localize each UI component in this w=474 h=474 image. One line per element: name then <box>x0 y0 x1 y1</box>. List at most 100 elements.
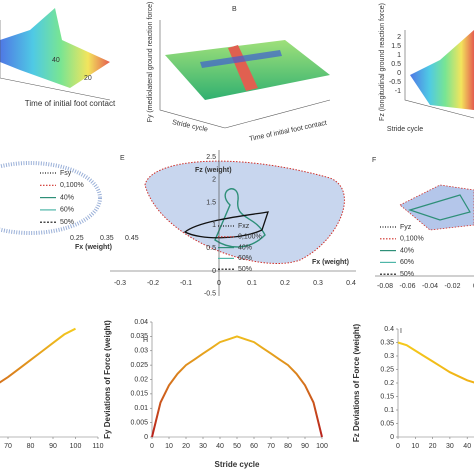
axes <box>404 30 474 119</box>
y-tick-label: 0.015 <box>130 391 148 398</box>
legend-label: 60% <box>238 255 252 262</box>
legend-label: 40% <box>400 247 414 254</box>
y-tick-label: 0.035 <box>130 333 148 340</box>
y-tick-label: 0.35 <box>380 339 394 346</box>
x-tick-label: 70 <box>4 443 12 450</box>
x-tick-label: 10 <box>165 443 173 450</box>
y-tick-label: 0.04 <box>134 319 148 326</box>
tick-label: -0.5 <box>389 79 401 86</box>
tick-label: 2.5 <box>206 154 216 161</box>
ridge <box>200 50 282 68</box>
x-tick-label: 90 <box>49 443 57 450</box>
surface <box>410 30 474 110</box>
legend: Fsy 0,100% 40% 60% 50% <box>40 170 84 226</box>
axis-label: Fy (mediolateral ground reaction force) <box>147 2 154 123</box>
tick-label: 1.5 <box>391 43 401 50</box>
y-tick-label: 0.05 <box>380 420 394 427</box>
tick-label: 0 <box>217 280 221 287</box>
axis-label: Fx (weight) <box>312 259 349 266</box>
axis-label: Fz (longitudinal ground reaction force) <box>379 3 386 121</box>
y-tick-label: 0.25 <box>380 366 394 373</box>
axis-label: Fz (weight) <box>195 167 232 174</box>
tick-label: 2 <box>397 34 401 41</box>
x-axis-label: Stride cycle <box>215 460 260 469</box>
y-tick-label: 0 <box>144 434 148 441</box>
tick-label: 0.5 <box>391 61 401 68</box>
panel-title: I <box>400 328 402 335</box>
legend-label: 60% <box>60 207 74 214</box>
axis-label: Stride cycle <box>387 126 423 133</box>
panel-b: B Fy (mediolateral ground reaction force… <box>147 2 331 143</box>
surface <box>0 8 110 88</box>
y-axis-label: Fy Deviations of Force (weight) <box>103 320 112 439</box>
y-tick-label: 0.2 <box>384 380 394 387</box>
panel-f: F -0.08-0.06-0.04-0.020 Fyz0,100%40%60%5… <box>372 157 474 290</box>
axis-label: Fx (weight) <box>75 244 112 251</box>
tick-label: 0.3 <box>313 280 323 287</box>
axes <box>110 150 356 296</box>
tick-label: 1 <box>212 222 216 229</box>
legend-label: 40% <box>60 194 74 201</box>
tick-label: 1 <box>397 52 401 59</box>
x-tick-label: 30 <box>199 443 207 450</box>
x-tick-label: 80 <box>284 443 292 450</box>
x-tick-label: 100 <box>316 443 328 450</box>
tick-group: 2 1.5 1 0.5 0 -0.5 -1 <box>389 34 401 95</box>
x-tick-label: 50 <box>233 443 241 450</box>
panel-title: F <box>372 157 376 164</box>
tick-label: 1.5 <box>206 199 216 206</box>
tick-label: -0.1 <box>180 280 192 287</box>
panel-a: 40 20 Time of initial foot contact <box>0 8 116 108</box>
line <box>397 341 474 384</box>
tick-label: -0.5 <box>204 291 216 298</box>
panel-d: 0.25 0.35 0.45 Fx (weight) Fsy 0,100% 40% 6… <box>0 161 139 251</box>
tick-label: 0.25 <box>70 235 84 242</box>
y-tick-label: 0.3 <box>384 353 394 360</box>
y-tick-label: 0.4 <box>384 326 394 333</box>
legend: Fxz 0,100% 40% 60% 50% <box>218 223 262 273</box>
x-tick-label: 10 <box>411 443 419 450</box>
tick-label: 40 <box>52 57 60 64</box>
loop-mesh <box>0 161 102 235</box>
tick-label: 0.4 <box>346 280 356 287</box>
tick-label: 0.35 <box>100 235 114 242</box>
legend-label: 40% <box>238 244 252 251</box>
legend-label: 50% <box>238 266 252 273</box>
axes <box>0 20 111 101</box>
y-tick-label: 0.01 <box>134 405 148 412</box>
y-axis-label: Fz Deviations of Force (weight) <box>352 324 361 443</box>
panel-title: B <box>232 6 237 13</box>
tick-group: -0.08-0.06-0.04-0.020 <box>377 283 474 290</box>
tick-label: 0.1 <box>247 280 257 287</box>
x-tick-label: 90 <box>301 443 309 450</box>
tick-label: 0.2 <box>280 280 290 287</box>
legend-label: 0,100% <box>238 234 262 241</box>
tick-label: -0.2 <box>147 280 159 287</box>
panel-title: H <box>143 337 148 344</box>
loop <box>144 160 345 264</box>
y-tick-label: 0 <box>390 434 394 441</box>
legend-label: 60% <box>400 259 414 266</box>
y-tick-label: 0.15 <box>380 393 394 400</box>
legend-label: 0,100% <box>60 182 84 189</box>
axis-label: Time of initial foot contact <box>249 120 328 143</box>
loop <box>408 194 471 221</box>
x-tick-label: 20 <box>429 443 437 450</box>
tick-label: 20 <box>84 75 92 82</box>
loop <box>214 188 266 248</box>
x-tick-label: 110 <box>92 443 103 450</box>
tick-group: 2.521.510.50-0.5-0.3 -0.2 -0.1 0 0.1 0.2 0.3 0.… <box>114 154 356 298</box>
loop <box>183 211 269 239</box>
axis-label: Time of initial foot contact <box>25 99 116 108</box>
y-tick-label: 0.005 <box>130 419 148 426</box>
x-tick-label: 20 <box>182 443 190 450</box>
legend-label: 50% <box>400 271 414 278</box>
panel-c: Fz (longitudinal ground reaction force) … <box>379 3 474 133</box>
legend-label: 50% <box>60 219 74 226</box>
x-tick-label: 40 <box>216 443 224 450</box>
y-tick-label: 0.025 <box>130 362 148 369</box>
tick-label: 0.5 <box>206 245 216 252</box>
legend-label: Fyz <box>400 224 412 231</box>
